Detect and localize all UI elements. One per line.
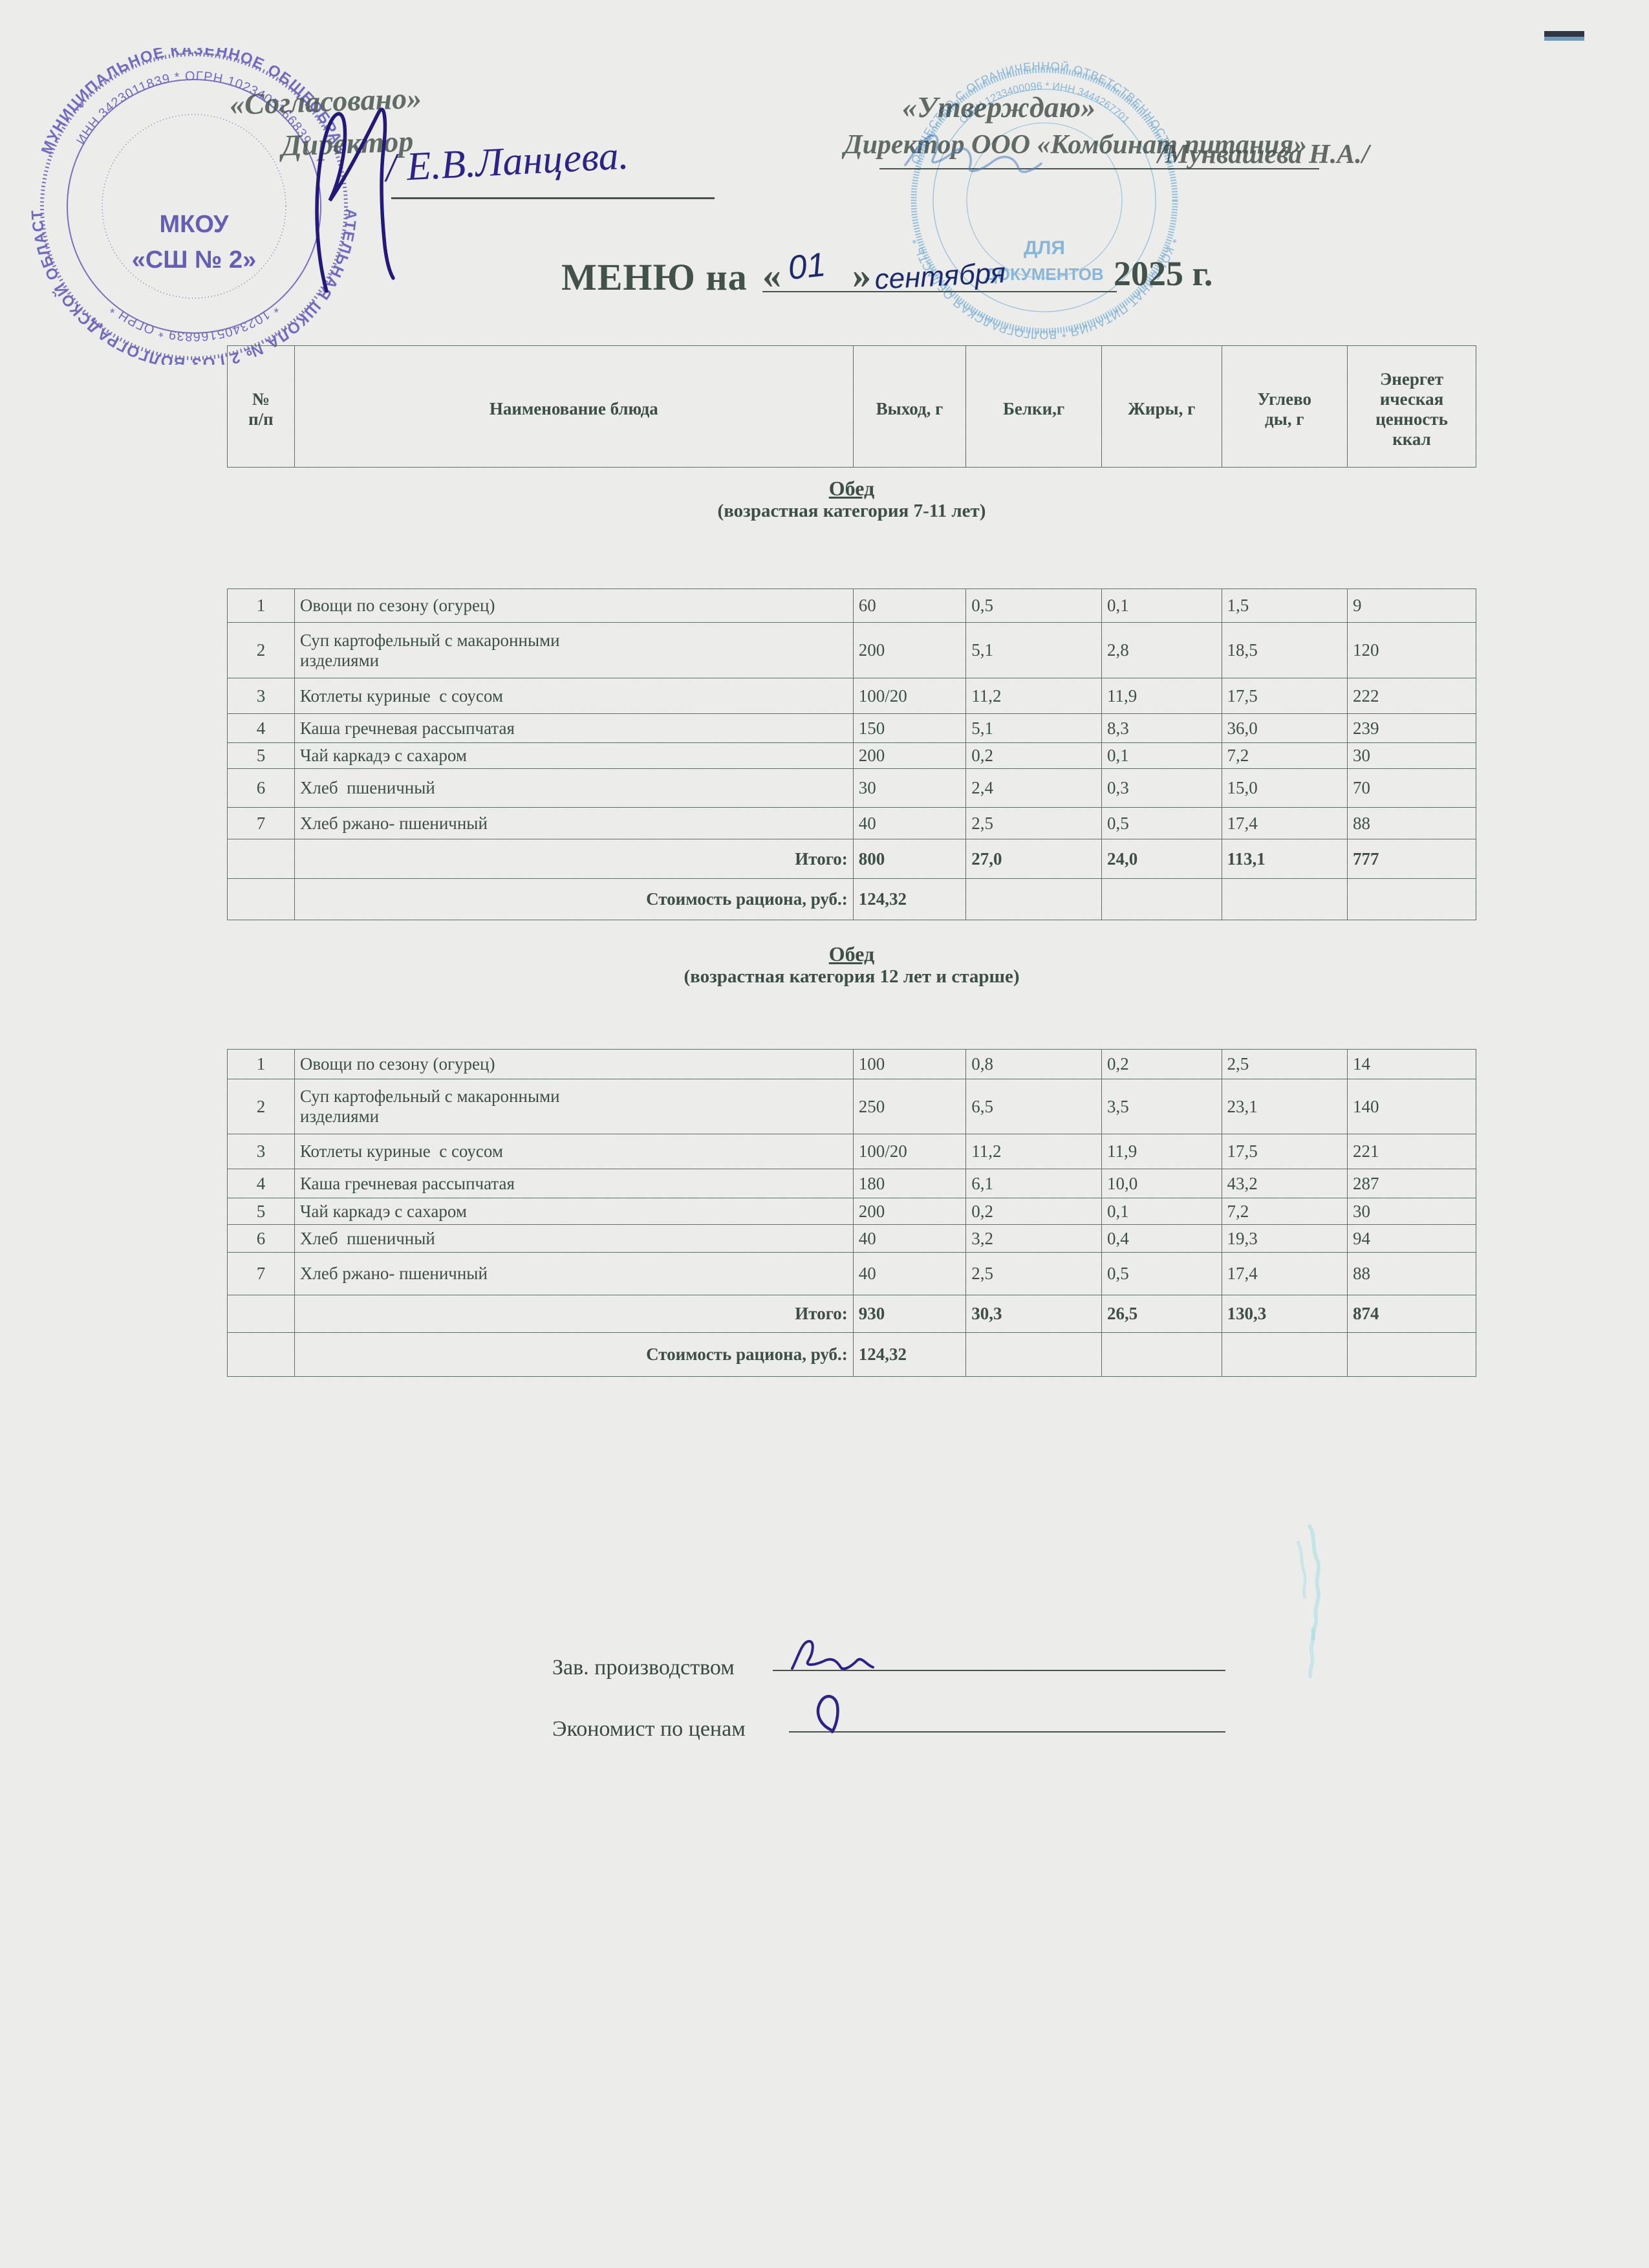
svg-text:ДЛЯ: ДЛЯ	[1024, 237, 1065, 259]
svg-text:«СШ № 2»: «СШ № 2»	[132, 246, 257, 274]
svg-text:МКОУ: МКОУ	[159, 211, 228, 238]
svg-text:ОБЩЕСТВО С ОГРАНИЧЕННОЙ ОТВЕТС: ОБЩЕСТВО С ОГРАНИЧЕННОЙ ОТВЕТСТВЕННОСТЬЮ	[909, 60, 1180, 166]
svg-text:* 1023405166839 * ОГРН *: * 1023405166839 * ОГРН *	[107, 301, 281, 343]
